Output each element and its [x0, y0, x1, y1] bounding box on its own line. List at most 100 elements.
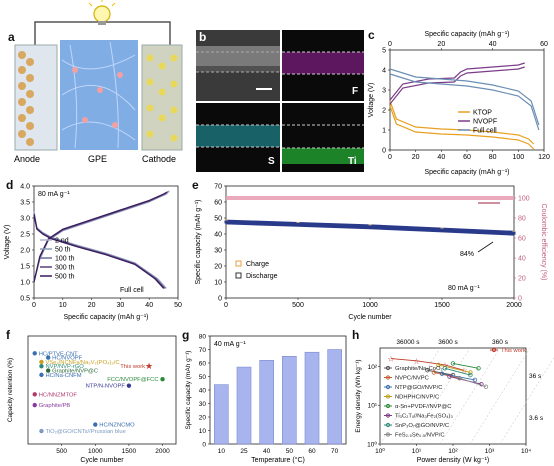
y-tick-label: 20: [214, 264, 222, 271]
y-axis-label-right: Coulombic efficiency (%): [540, 204, 547, 281]
legend-label: 50 th: [55, 247, 71, 254]
data-point: [39, 359, 44, 365]
y-tick-label: 3.5: [20, 200, 30, 207]
data-point-discharge: [224, 220, 228, 224]
x-tick-label: 2000: [155, 448, 170, 455]
legend-marker: [235, 272, 242, 279]
y-tick-label: 40: [199, 388, 207, 395]
panel-b: b F S Ti: [196, 30, 364, 172]
y-tick-label: 30: [199, 401, 207, 408]
top-time-label: 360 s: [492, 339, 509, 346]
map-label-s: S: [268, 156, 275, 167]
data-point-discharge: [512, 231, 516, 235]
legend-marker: [385, 394, 391, 399]
y-tick-label: 10: [214, 280, 222, 287]
coulombic-efficiency-band: [226, 196, 514, 200]
y-axis-label: Voltage (V): [4, 225, 11, 260]
y-tick-label: 2.5: [20, 232, 30, 239]
series-line: [438, 364, 471, 373]
point-label: HC/Na-CNFM: [45, 373, 81, 379]
panel-e: e 0 500 1000 1500 2000 0 10 20 30 40 50 60 70 0 20 40 60…: [188, 178, 554, 326]
legend-marker: [235, 260, 242, 267]
data-point: [442, 366, 448, 371]
data-point: [457, 375, 462, 381]
x-tick-label: 1500: [434, 302, 450, 309]
y-tick-label: 10: [199, 428, 207, 435]
series-line: [459, 377, 487, 388]
legend-marker: [385, 365, 391, 371]
gpe-block: [60, 40, 138, 150]
series-line-return-ktop: [389, 100, 535, 145]
data-point: [468, 370, 473, 375]
series-line-full-cell: [389, 73, 540, 131]
series-line-return-full-cell: [389, 68, 540, 126]
anode-block: [14, 44, 58, 151]
right-time-label: 36 s: [529, 373, 542, 380]
legend-marker: [385, 422, 391, 428]
y-tick-label: 5: [382, 48, 386, 55]
panel-h: h 10⁰ 10¹ 10² 10³ 10⁴ 10⁰ 10¹ 10² 36000 s 3600 s 3…: [350, 328, 554, 466]
legend-marker: [385, 413, 391, 418]
x-tick-label: 50: [174, 302, 182, 309]
x-tick-label: 100: [512, 154, 524, 161]
data-point: [479, 381, 484, 387]
top-time-label: 36000 s: [396, 339, 420, 346]
data-point: [476, 366, 481, 371]
point-label: HC/NZNCMO: [99, 423, 135, 429]
battery-schematic: [14, 0, 183, 151]
x-tick-label: 1000: [362, 302, 378, 309]
y-right-tick-label: 20: [518, 276, 526, 283]
x-tick-label: 50: [286, 448, 294, 455]
x-axis-label: Temperature (°C): [251, 456, 305, 464]
bar-70: [327, 349, 342, 445]
data-point: [32, 392, 37, 397]
y-tick-label: 0: [202, 442, 206, 449]
y-tick-label: 50: [214, 216, 222, 223]
legend-label: 500 th: [55, 274, 75, 281]
legend-label: Ti₃C₂Tₓ//Na₃Fe₂(SO₄)₃: [395, 414, 453, 420]
y-right-tick-label: 0: [518, 296, 522, 303]
y-tick-label: 30: [214, 248, 222, 255]
time-guide-line: [439, 347, 501, 445]
point-label: FCC/NVOPF@FCC: [107, 377, 158, 383]
y-right-tick-label: 60: [518, 236, 526, 243]
point-label: This work: [120, 364, 145, 370]
y-tick-label: 10¹: [368, 403, 378, 410]
panel-c: c 0 20 40 60 80 100 120 0 20 40 60 0 1 2 3 4 5 Specific c…: [366, 28, 554, 176]
x-tick-label: 2000: [506, 302, 522, 309]
data-point-discharge: [296, 222, 300, 226]
data-point: [32, 402, 37, 408]
full-cell-note: Full cell: [120, 287, 144, 294]
bar-25: [236, 366, 252, 445]
x-top-axis-label: Specific capacity (mAh g⁻¹): [425, 31, 510, 38]
y-tick-label: 10⁰: [367, 441, 377, 449]
chart-e: 0 500 1000 1500 2000010203040506070020406080…: [195, 184, 547, 322]
plot-frame: [27, 335, 177, 445]
data-point-discharge: [368, 225, 372, 229]
x-tick-label: 30: [117, 302, 125, 309]
x-tick-label: 10⁰: [375, 447, 385, 455]
data-point: [39, 364, 44, 369]
legend-marker: [385, 403, 391, 409]
right-time-label: 3.6 s: [529, 415, 544, 422]
rate-label: 80 mA g⁻¹: [448, 285, 480, 292]
rate-label: 40 mA g⁻¹: [214, 341, 246, 348]
data-point: [447, 374, 452, 379]
y-tick-label: 4.0: [20, 184, 30, 191]
y-tick-label: 60: [199, 361, 207, 368]
y-axis-label: Energy density (Wh kg⁻¹): [355, 359, 362, 432]
map-label-f: F: [352, 86, 359, 97]
x-tick-label: 500: [56, 448, 67, 455]
time-guide-line: [499, 357, 554, 445]
this-work-star: ★: [145, 361, 153, 371]
plot-frame: [225, 185, 515, 299]
x-top-tick-label: 60: [540, 41, 548, 48]
x-tick-label: 60: [308, 448, 316, 455]
panel-d: d 0 10 20 30 40 50 0.5 1.0 1.5 2.0 2.5 3.0 3.5 4.0 Spe…: [0, 178, 188, 326]
x-tick-label: 120: [538, 154, 550, 161]
panel-e-label: e: [192, 178, 199, 192]
data-point: [439, 371, 445, 376]
point-label: VSe₂/NCNFs/Na₃V₂(PO₄)₃/C: [45, 360, 119, 366]
x-tick-label: 500: [292, 302, 304, 309]
x-tick-label: 20: [412, 154, 420, 161]
